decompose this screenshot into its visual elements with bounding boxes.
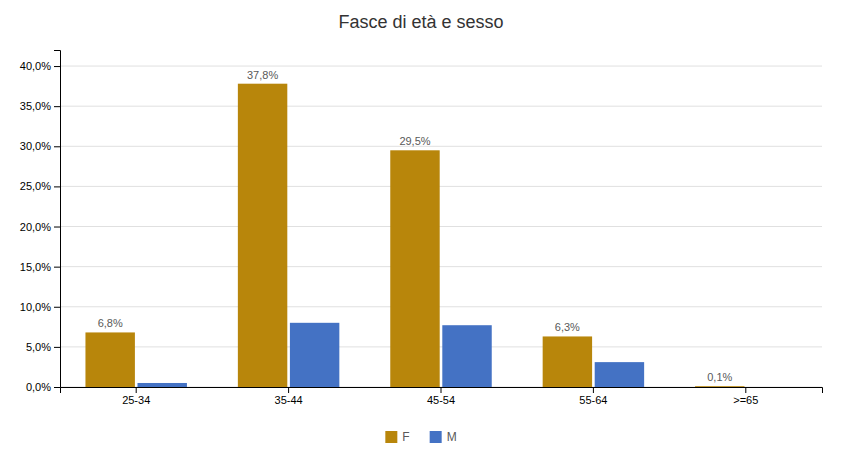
tick-label: 35-44 — [275, 394, 303, 406]
grid — [60, 66, 822, 387]
tick-label: 55-64 — [579, 394, 607, 406]
tick-mark — [745, 387, 746, 393]
tick-label: 10,0% — [20, 301, 51, 313]
tick: 40,0% — [20, 60, 60, 72]
tick: >=65 — [733, 387, 758, 406]
legend: FM — [385, 430, 456, 444]
tick-mark — [54, 227, 60, 228]
bar — [695, 386, 744, 387]
data-label: 0,1% — [707, 371, 732, 383]
axis-line — [54, 51, 61, 388]
bar — [543, 336, 592, 387]
tick-mark — [441, 387, 442, 393]
tick-mark — [288, 387, 289, 393]
legend-label: M — [447, 430, 457, 444]
tick-label: 45-54 — [427, 394, 455, 406]
plot: 0,0% 5,0% 10,0% 15,0% 20,0% 25,0% 30,0% 35,0% 40… — [20, 51, 823, 406]
tick-mark — [136, 387, 137, 393]
bar — [442, 325, 491, 387]
tick: 5,0% — [26, 341, 60, 353]
tick-label: 0,0% — [26, 381, 51, 393]
bar — [595, 362, 644, 387]
grid-line — [60, 226, 822, 227]
bar — [747, 387, 796, 388]
tick-mark — [54, 307, 60, 308]
bar — [85, 332, 134, 387]
bar — [390, 150, 439, 387]
tick: 25-34 — [122, 387, 150, 406]
tick: 30,0% — [20, 140, 60, 152]
series — [85, 84, 744, 387]
bar — [290, 323, 339, 387]
tick-label: 40,0% — [20, 60, 51, 72]
tick-mark — [54, 186, 60, 187]
tick-label: 35,0% — [20, 100, 51, 112]
axis-line — [61, 388, 823, 394]
tick-mark — [54, 347, 60, 348]
tick: 45-54 — [427, 387, 455, 406]
legend-swatch — [385, 431, 397, 443]
tick-mark — [54, 106, 60, 107]
tick: 35-44 — [275, 387, 303, 406]
tick-label: 20,0% — [20, 221, 51, 233]
legend-item: M — [430, 430, 457, 444]
data-label: 29,5% — [399, 135, 430, 147]
tick-label: 30,0% — [20, 140, 51, 152]
bars — [85, 84, 744, 387]
tick-mark — [54, 146, 60, 147]
tick: 0,0% — [26, 381, 60, 393]
chart: Fasce di età e sesso 0,0% 5,0% 10,0% 15,0% 20… — [0, 0, 842, 459]
data-label: 6,3% — [555, 321, 580, 333]
tick: 35,0% — [20, 100, 60, 112]
legend-swatch — [430, 431, 442, 443]
tick-label: 5,0% — [26, 341, 51, 353]
tick-mark — [593, 387, 594, 393]
grid-line — [60, 346, 822, 347]
data-label: 6,8% — [98, 317, 123, 329]
tick-label: 15,0% — [20, 261, 51, 273]
grid-line — [60, 146, 822, 147]
tick-mark — [54, 267, 60, 268]
legend-label: F — [402, 430, 409, 444]
tick-label: 25-34 — [122, 394, 150, 406]
grid-line — [60, 106, 822, 107]
tick: 20,0% — [20, 221, 60, 233]
title: Fasce di età e sesso — [338, 12, 503, 32]
grid-line — [60, 306, 822, 307]
bar — [138, 383, 187, 387]
data-label: 37,8% — [247, 69, 278, 81]
tick-mark — [54, 387, 60, 388]
x-axis: 25-34 35-44 45-54 55-64 >=65 — [61, 387, 823, 406]
y-axis: 0,0% 5,0% 10,0% 15,0% 20,0% 25,0% 30,0% 35,0% 40… — [20, 51, 61, 394]
data-labels: 6,8% 37,8% 29,5% 6,3% 0,1% — [98, 69, 733, 383]
tick: 25,0% — [20, 180, 60, 192]
tick: 10,0% — [20, 301, 60, 313]
bar — [238, 84, 287, 387]
legend-item: F — [385, 430, 409, 444]
tick: 55-64 — [579, 387, 607, 406]
grid-line — [60, 186, 822, 187]
grid-line — [60, 266, 822, 267]
tick: 15,0% — [20, 261, 60, 273]
tick-mark — [54, 66, 60, 67]
tick-label: 25,0% — [20, 180, 51, 192]
grid-line — [60, 66, 822, 67]
tick-label: >=65 — [733, 394, 758, 406]
